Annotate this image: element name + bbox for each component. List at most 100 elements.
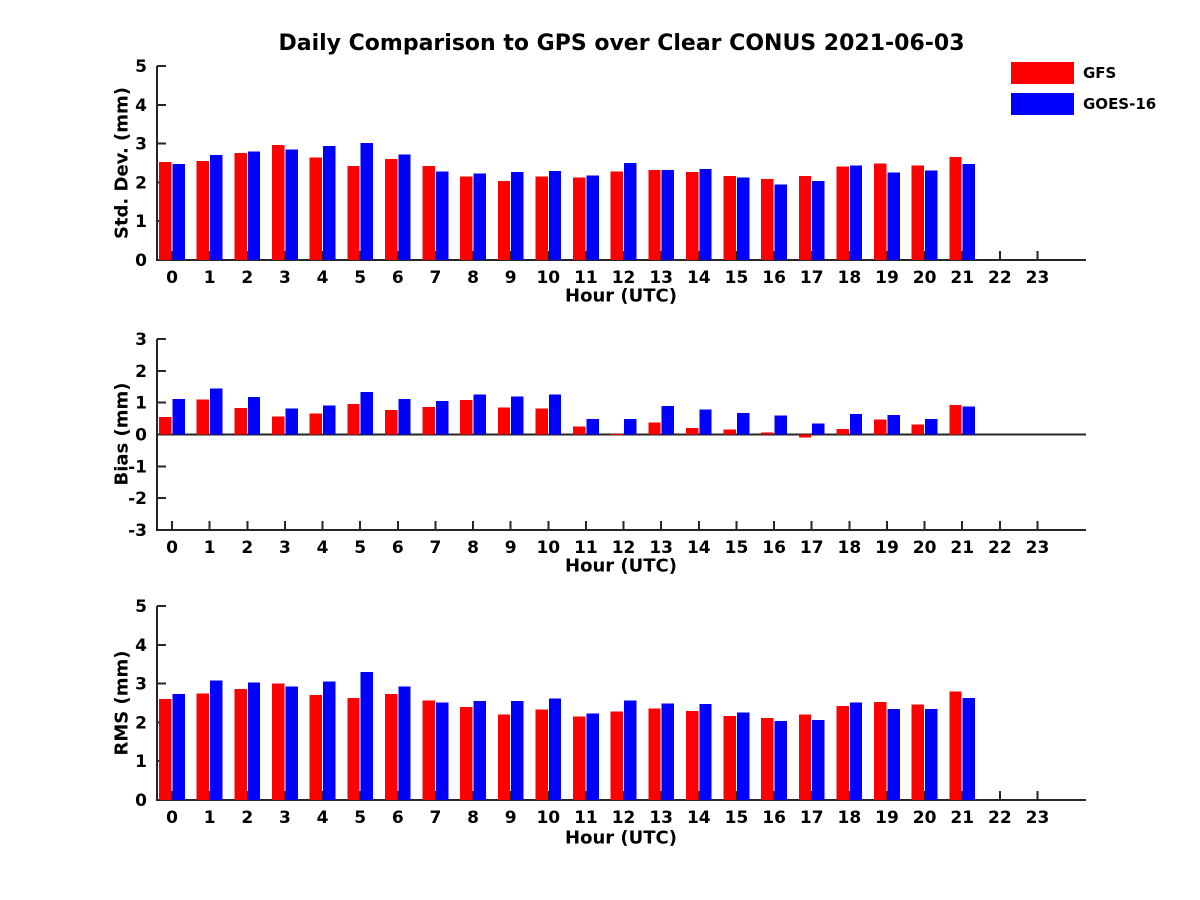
svg-text:5: 5	[135, 597, 147, 617]
svg-text:10: 10	[536, 538, 560, 558]
svg-text:23: 23	[1026, 808, 1050, 828]
svg-text:1: 1	[204, 268, 216, 288]
legend-item-gfs: GFS	[1011, 62, 1156, 84]
svg-text:1: 1	[135, 752, 147, 772]
svg-text:13: 13	[649, 268, 673, 288]
svg-text:7: 7	[429, 808, 441, 828]
svg-text:6: 6	[392, 808, 404, 828]
svg-text:13: 13	[649, 808, 673, 828]
svg-text:20: 20	[913, 538, 937, 558]
svg-text:15: 15	[725, 268, 749, 288]
svg-text:12: 12	[612, 808, 636, 828]
svg-text:14: 14	[687, 808, 711, 828]
svg-text:2: 2	[135, 362, 147, 382]
svg-text:18: 18	[838, 808, 862, 828]
svg-text:17: 17	[800, 538, 824, 558]
svg-text:23: 23	[1026, 268, 1050, 288]
svg-text:22: 22	[988, 538, 1012, 558]
svg-text:11: 11	[574, 268, 598, 288]
svg-text:2: 2	[135, 173, 147, 193]
x-axis-label-bias: Hour (UTC)	[565, 555, 677, 577]
svg-text:2: 2	[241, 538, 253, 558]
svg-text:2: 2	[135, 713, 147, 733]
svg-text:15: 15	[725, 538, 749, 558]
svg-text:-2: -2	[128, 489, 147, 509]
svg-text:2: 2	[241, 808, 253, 828]
svg-text:-3: -3	[128, 521, 147, 541]
svg-text:6: 6	[392, 268, 404, 288]
svg-text:18: 18	[838, 268, 862, 288]
svg-text:10: 10	[536, 808, 560, 828]
svg-text:5: 5	[135, 57, 147, 77]
svg-text:7: 7	[429, 268, 441, 288]
svg-text:1: 1	[204, 538, 216, 558]
svg-text:6: 6	[392, 538, 404, 558]
svg-text:4: 4	[317, 538, 329, 558]
svg-text:3: 3	[135, 330, 147, 350]
svg-text:16: 16	[762, 268, 786, 288]
svg-text:1: 1	[204, 808, 216, 828]
svg-text:17: 17	[800, 808, 824, 828]
legend-item-goes16: GOES-16	[1011, 93, 1156, 115]
legend: GFS GOES-16	[1011, 62, 1156, 124]
svg-text:4: 4	[135, 96, 147, 116]
svg-text:16: 16	[762, 538, 786, 558]
svg-text:3: 3	[279, 538, 291, 558]
chart-title: Daily Comparison to GPS over Clear CONUS…	[278, 31, 965, 56]
svg-text:9: 9	[505, 538, 517, 558]
svg-text:14: 14	[687, 538, 711, 558]
svg-text:9: 9	[505, 808, 517, 828]
svg-text:21: 21	[950, 808, 974, 828]
svg-text:9: 9	[505, 268, 517, 288]
svg-text:16: 16	[762, 808, 786, 828]
x-axis-label-std-dev: Hour (UTC)	[565, 285, 677, 307]
svg-text:4: 4	[317, 808, 329, 828]
svg-text:3: 3	[279, 268, 291, 288]
svg-text:19: 19	[875, 268, 899, 288]
svg-text:4: 4	[317, 268, 329, 288]
svg-text:3: 3	[135, 675, 147, 695]
svg-text:19: 19	[875, 808, 899, 828]
svg-text:0: 0	[166, 538, 178, 558]
svg-text:12: 12	[612, 268, 636, 288]
svg-text:20: 20	[913, 808, 937, 828]
legend-swatch-gfs	[1011, 62, 1074, 84]
svg-text:3: 3	[135, 135, 147, 155]
svg-text:0: 0	[135, 426, 147, 446]
svg-text:12: 12	[612, 538, 636, 558]
svg-text:11: 11	[574, 538, 598, 558]
svg-text:7: 7	[429, 538, 441, 558]
svg-text:8: 8	[467, 268, 479, 288]
svg-text:5: 5	[354, 268, 366, 288]
legend-label-gfs: GFS	[1083, 64, 1117, 82]
svg-text:11: 11	[574, 808, 598, 828]
svg-text:8: 8	[467, 538, 479, 558]
svg-text:3: 3	[279, 808, 291, 828]
svg-text:21: 21	[950, 268, 974, 288]
svg-text:5: 5	[354, 538, 366, 558]
svg-text:20: 20	[913, 268, 937, 288]
svg-text:18: 18	[838, 538, 862, 558]
svg-text:-1: -1	[128, 457, 147, 477]
svg-text:23: 23	[1026, 538, 1050, 558]
svg-text:19: 19	[875, 538, 899, 558]
svg-text:2: 2	[241, 268, 253, 288]
svg-text:17: 17	[800, 268, 824, 288]
legend-label-goes16: GOES-16	[1083, 95, 1157, 113]
svg-text:22: 22	[988, 808, 1012, 828]
svg-text:0: 0	[166, 268, 178, 288]
svg-text:14: 14	[687, 268, 711, 288]
svg-text:1: 1	[135, 212, 147, 232]
svg-text:0: 0	[166, 808, 178, 828]
svg-text:1: 1	[135, 394, 147, 414]
svg-text:10: 10	[536, 268, 560, 288]
svg-text:0: 0	[135, 251, 147, 271]
svg-text:0: 0	[135, 791, 147, 811]
svg-text:13: 13	[649, 538, 673, 558]
svg-text:8: 8	[467, 808, 479, 828]
svg-text:4: 4	[135, 636, 147, 656]
svg-text:21: 21	[950, 538, 974, 558]
svg-text:22: 22	[988, 268, 1012, 288]
